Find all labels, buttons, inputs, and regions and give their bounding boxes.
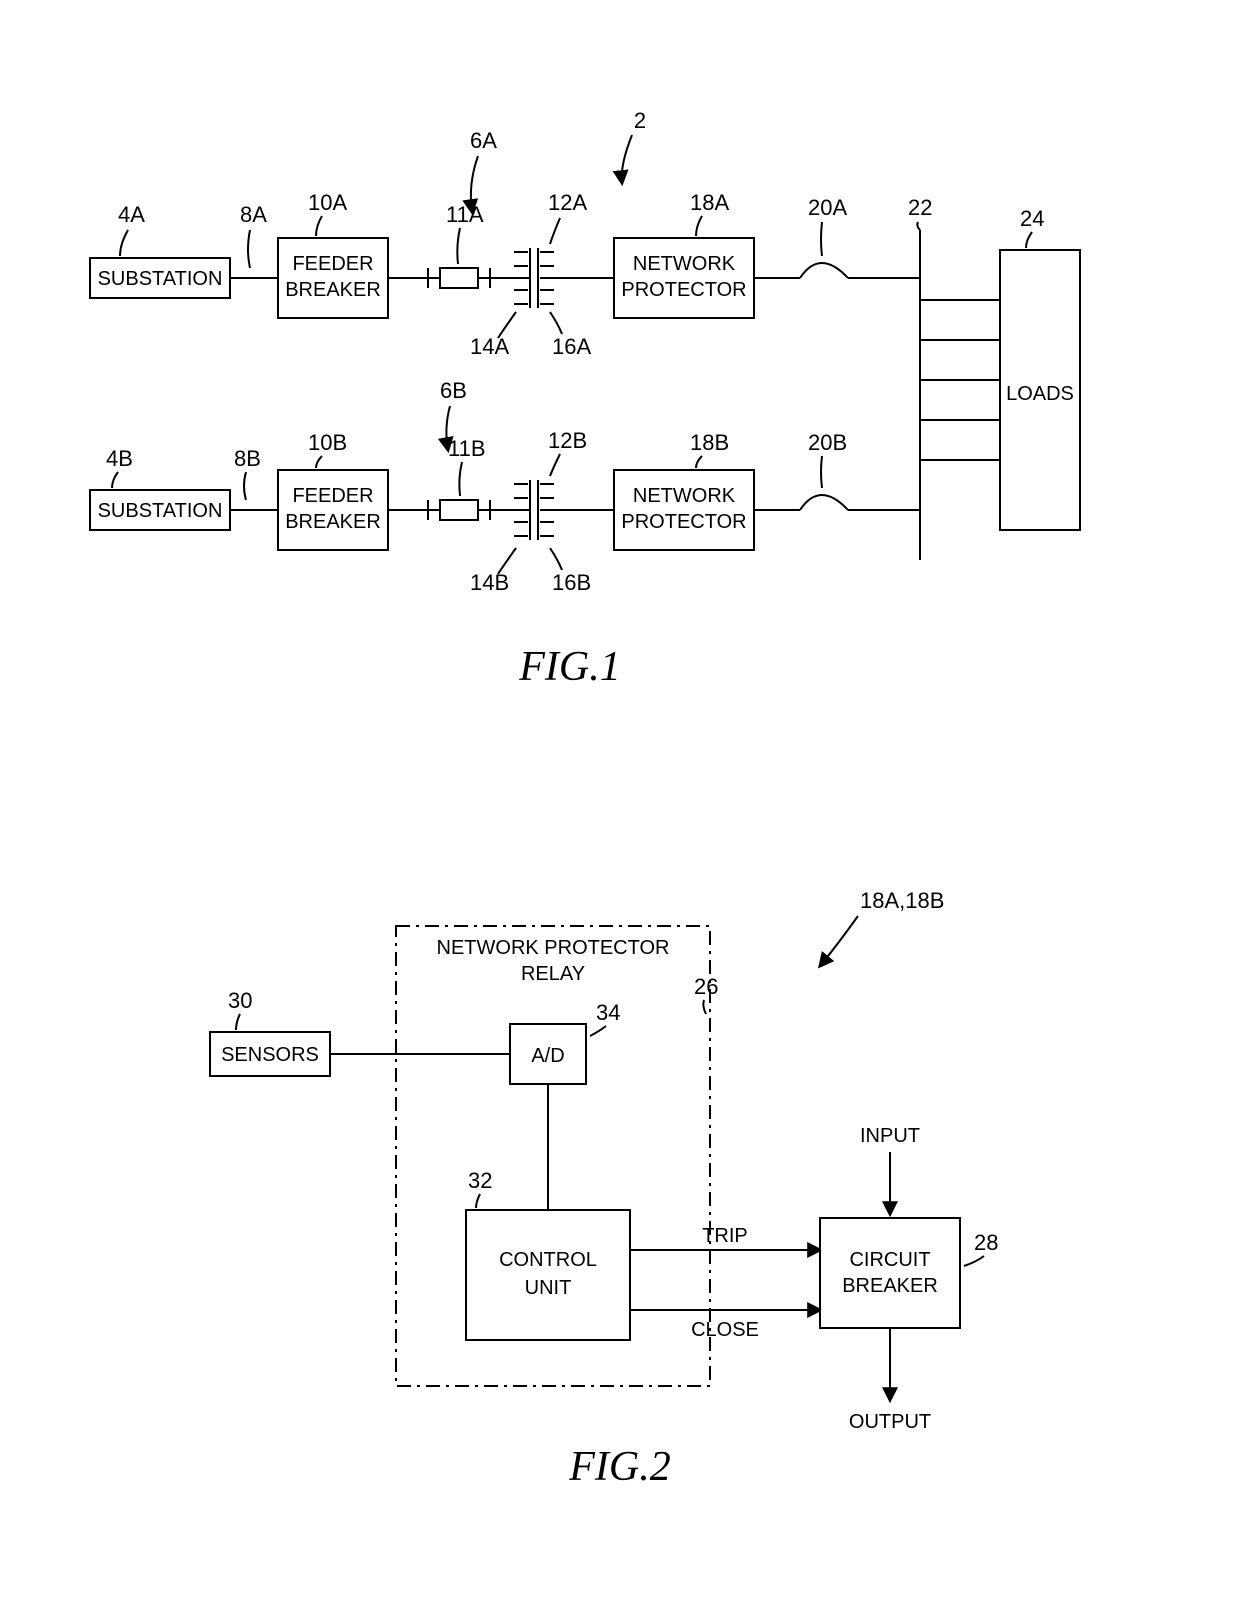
feeder-b-l1: FEEDER <box>292 485 373 507</box>
ref-8b: 8B <box>234 446 261 471</box>
fuse-b <box>440 500 478 520</box>
ref-18ab: 18A,18B <box>860 888 944 913</box>
feeder-a-l1: FEEDER <box>292 253 373 275</box>
ref-32: 32 <box>468 1168 492 1193</box>
output-label: OUTPUT <box>849 1411 931 1433</box>
np-b-l1: NETWORK <box>633 485 736 507</box>
sensors-label: SENSORS <box>221 1044 319 1066</box>
close-label: CLOSE <box>691 1319 759 1341</box>
np-a-l1: NETWORK <box>633 253 736 275</box>
diagram-canvas: 2 SUBSTATION 4A 8A FEEDER BREAKER 10A <box>0 0 1240 1616</box>
ref-6a: 6A <box>470 128 497 153</box>
control-l2: UNIT <box>525 1277 572 1299</box>
ref-26: 26 <box>694 974 718 999</box>
transformer-a <box>514 248 554 308</box>
ref-16b: 16B <box>552 570 591 595</box>
feeder-breaker-a <box>278 238 388 318</box>
feeder-b-l2: BREAKER <box>285 511 381 533</box>
ref-4b: 4B <box>106 446 133 471</box>
fig2-title: FIG.2 <box>568 1444 670 1490</box>
transformer-b <box>514 480 554 540</box>
ref-6b: 6B <box>440 378 467 403</box>
input-label: INPUT <box>860 1125 920 1147</box>
np-a-l2: PROTECTOR <box>621 279 746 301</box>
ref-10a: 10A <box>308 190 347 215</box>
breaker-l2: BREAKER <box>842 1275 938 1297</box>
ref-10b: 10B <box>308 430 347 455</box>
loads-label: LOADS <box>1006 383 1074 405</box>
ref-12a: 12A <box>548 190 587 215</box>
ref-20b: 20B <box>808 430 847 455</box>
ref-18b: 18B <box>690 430 729 455</box>
ref-2: 2 <box>634 108 646 133</box>
relay-title-2: RELAY <box>521 963 585 985</box>
control-box <box>466 1210 630 1340</box>
branch-b: SUBSTATION 4B 8B FEEDER BREAKER 10B 11B <box>90 378 920 595</box>
control-l1: CONTROL <box>499 1249 597 1271</box>
fig1: 2 SUBSTATION 4A 8A FEEDER BREAKER 10A <box>90 108 1080 690</box>
ad-label: A/D <box>531 1045 564 1067</box>
ref-14a: 14A <box>470 334 509 359</box>
ref-4a: 4A <box>118 202 145 227</box>
ref-11b: 11B <box>448 436 486 461</box>
trip-label: TRIP <box>702 1225 748 1247</box>
relay-title-1: NETWORK PROTECTOR <box>437 937 670 959</box>
feeder-breaker-b <box>278 470 388 550</box>
ref-24: 24 <box>1020 206 1044 231</box>
ref-11a: 11A <box>446 202 484 227</box>
substation-a-label: SUBSTATION <box>98 268 223 290</box>
branch-a: SUBSTATION 4A 8A FEEDER BREAKER 10A 11A <box>90 128 920 359</box>
ref-12b: 12B <box>548 428 587 453</box>
np-b-l2: PROTECTOR <box>621 511 746 533</box>
ref-28: 28 <box>974 1230 998 1255</box>
network-protector-a <box>614 238 754 318</box>
network-protector-b <box>614 470 754 550</box>
ref-30: 30 <box>228 988 252 1013</box>
ref-14b: 14B <box>470 570 509 595</box>
feeder-a-l2: BREAKER <box>285 279 381 301</box>
fuse-a <box>440 268 478 288</box>
ref-16a: 16A <box>552 334 591 359</box>
ref-8a: 8A <box>240 202 267 227</box>
ref-22: 22 <box>908 195 932 220</box>
ref-18a: 18A <box>690 190 729 215</box>
breaker-box <box>820 1218 960 1328</box>
ref-20a: 20A <box>808 195 847 220</box>
substation-b-label: SUBSTATION <box>98 500 223 522</box>
fig1-title: FIG.1 <box>518 644 620 690</box>
ref-34: 34 <box>596 1000 620 1025</box>
breaker-l1: CIRCUIT <box>849 1249 930 1271</box>
fig2: 18A,18B NETWORK PROTECTOR RELAY 26 SENSO… <box>210 888 998 1490</box>
